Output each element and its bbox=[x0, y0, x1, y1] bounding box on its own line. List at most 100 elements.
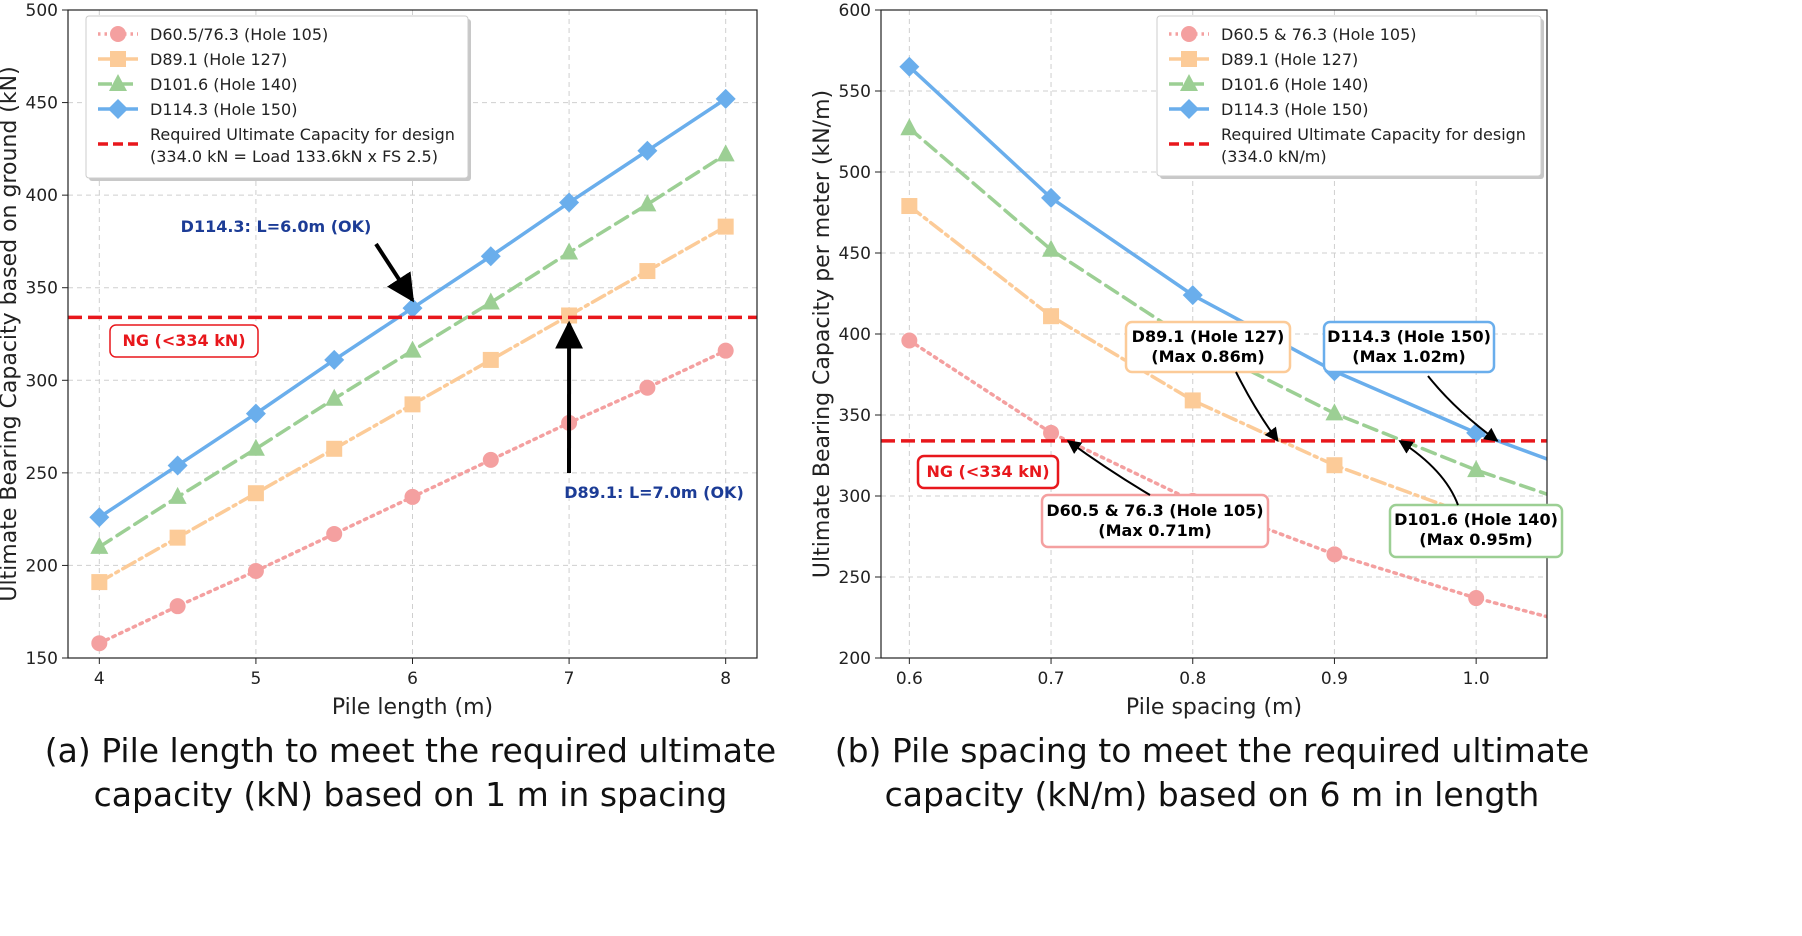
data-point bbox=[404, 488, 421, 505]
x-tick-label: 7 bbox=[564, 669, 575, 689]
data-point bbox=[167, 455, 188, 476]
data-point bbox=[1043, 424, 1060, 441]
legend bbox=[1156, 15, 1542, 177]
data-point bbox=[404, 396, 421, 413]
y-tick-label: 450 bbox=[26, 94, 58, 114]
data-point bbox=[717, 218, 734, 235]
data-point bbox=[717, 342, 734, 359]
x-tick-label: 0.8 bbox=[1179, 669, 1206, 689]
data-point bbox=[559, 192, 580, 213]
axes-frame bbox=[67, 9, 758, 659]
data-point bbox=[900, 118, 919, 136]
x-tick-label: 0.9 bbox=[1321, 669, 1348, 689]
annotation-label: D114.3 (Hole 150) bbox=[1327, 327, 1491, 346]
y-tick-label: 300 bbox=[26, 371, 58, 391]
x-tick-label: 0.6 bbox=[896, 669, 923, 689]
y-tick-label: 450 bbox=[839, 244, 871, 264]
data-point bbox=[1468, 590, 1485, 607]
legend-reference-label: Required Ultimate Capacity for design bbox=[150, 125, 455, 144]
annotation-box bbox=[916, 454, 1060, 490]
annotation-label: D89.1: L=7.0m (OK) bbox=[564, 483, 744, 502]
annotation-arrow bbox=[1427, 375, 1499, 442]
annotation-label: (Max 0.95m) bbox=[1419, 530, 1532, 549]
data-point bbox=[1326, 546, 1343, 563]
y-tick-label: 250 bbox=[839, 568, 871, 588]
legend-marker bbox=[1179, 99, 1199, 119]
y-tick-label: 550 bbox=[839, 82, 871, 102]
data-point bbox=[1042, 239, 1061, 257]
data-point bbox=[91, 635, 108, 652]
data-point bbox=[639, 379, 656, 396]
data-point bbox=[168, 486, 187, 504]
legend bbox=[85, 15, 469, 179]
y-axis-label: Ultimate Bearing Capacity per meter (kN/… bbox=[810, 90, 835, 578]
legend-marker bbox=[1180, 74, 1198, 91]
data-point bbox=[480, 246, 501, 267]
legend-entry: D89.1 (Hole 127) bbox=[150, 50, 287, 69]
ng-label: NG (<334 kN) bbox=[122, 331, 245, 350]
annotation-label: (Max 1.02m) bbox=[1352, 347, 1465, 366]
legend-marker bbox=[108, 99, 128, 119]
plot-area bbox=[89, 88, 736, 652]
x-tick-label: 6 bbox=[407, 669, 418, 689]
legend-entry: D60.5 & 76.3 (Hole 105) bbox=[1221, 25, 1417, 44]
annotation-label: D89.1 (Hole 127) bbox=[1132, 327, 1285, 346]
x-axis-label: Pile length (m) bbox=[332, 695, 493, 720]
data-point bbox=[1041, 187, 1062, 208]
legend-entry: D60.5/76.3 (Hole 105) bbox=[150, 25, 328, 44]
legend-reference-label: Required Ultimate Capacity for design bbox=[1221, 125, 1526, 144]
y-tick-label: 500 bbox=[26, 1, 58, 21]
data-point bbox=[247, 562, 264, 579]
data-point bbox=[169, 598, 186, 615]
legend-reference-label: (334.0 kN/m) bbox=[1221, 147, 1327, 166]
x-tick-label: 8 bbox=[720, 669, 731, 689]
chart-panel-b: 0.6 0.7 0.8 0.9 1.0 200 250 300 350 400 450 500 550 6… bbox=[810, 1, 1589, 814]
y-tick-label: 250 bbox=[26, 464, 58, 484]
data-point bbox=[639, 263, 656, 280]
x-tick-label: 4 bbox=[94, 669, 105, 689]
data-point bbox=[716, 144, 735, 162]
ng-box bbox=[109, 324, 259, 358]
y-tick-label: 350 bbox=[839, 406, 871, 426]
legend-reference-label: (334.0 kN = Load 133.6kN x FS 2.5) bbox=[150, 147, 438, 166]
annotation-label: D101.6 (Hole 140) bbox=[1394, 510, 1558, 529]
panel-caption: capacity (kN/m) based on 6 m in length bbox=[885, 775, 1540, 814]
annotation-label: (Max 0.86m) bbox=[1151, 347, 1264, 366]
data-point bbox=[481, 292, 500, 310]
legend-marker bbox=[110, 51, 126, 67]
annotation-label: NG (<334 kN) bbox=[926, 462, 1049, 481]
annotation-arrow bbox=[1235, 371, 1279, 443]
data-point bbox=[90, 536, 109, 554]
y-tick-label: 350 bbox=[26, 279, 58, 299]
data-point bbox=[326, 440, 343, 457]
series-line bbox=[907, 126, 1547, 496]
data-point bbox=[482, 451, 499, 468]
x-axis-label: Pile spacing (m) bbox=[1126, 695, 1302, 720]
data-point bbox=[91, 574, 108, 591]
annotation-label: (Max 0.71m) bbox=[1098, 521, 1211, 540]
legend-entry: D101.6 (Hole 140) bbox=[150, 75, 297, 94]
annotation-arrow bbox=[374, 242, 415, 303]
data-point bbox=[1043, 308, 1060, 325]
data-point bbox=[402, 298, 423, 319]
legend-entry: D89.1 (Hole 127) bbox=[1221, 50, 1358, 69]
y-tick-label: 400 bbox=[26, 186, 58, 206]
data-point bbox=[901, 332, 918, 349]
y-tick-label: 600 bbox=[839, 1, 871, 21]
panel-caption: (a) Pile length to meet the required ult… bbox=[45, 731, 776, 770]
y-tick-label: 400 bbox=[839, 325, 871, 345]
legend-entry: D114.3 (Hole 150) bbox=[150, 100, 297, 119]
data-point bbox=[482, 351, 499, 368]
annotation-box bbox=[1040, 493, 1270, 549]
legend-marker bbox=[110, 26, 126, 42]
legend-marker bbox=[1181, 26, 1197, 42]
y-tick-label: 200 bbox=[839, 649, 871, 669]
data-point bbox=[1467, 460, 1486, 478]
data-point bbox=[245, 403, 266, 424]
data-point bbox=[899, 56, 920, 77]
axes-frame bbox=[880, 9, 1548, 659]
annotation-label: D60.5 & 76.3 (Hole 105) bbox=[1046, 501, 1263, 520]
panel-caption: (b) Pile spacing to meet the required ul… bbox=[835, 731, 1590, 770]
data-point bbox=[89, 507, 110, 528]
